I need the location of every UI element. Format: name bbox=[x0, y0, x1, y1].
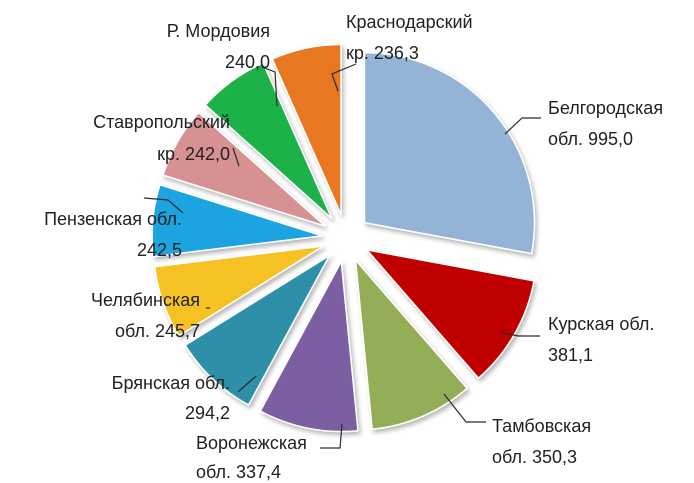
data-label-line-1: Брянская обл. bbox=[112, 373, 230, 393]
data-label-line-2: кр. 242,0 bbox=[157, 144, 230, 164]
pie-slice-челябинская-обл bbox=[153, 245, 324, 337]
data-label-line-1: Курская обл. bbox=[548, 314, 654, 334]
data-label-line-1: Тамбовская bbox=[492, 416, 591, 436]
leader-line-р-мордовия bbox=[261, 66, 278, 107]
data-label-line-2: кр. 236,3 bbox=[346, 43, 419, 63]
pie-slice-брянская-обл bbox=[184, 253, 332, 406]
pie-slice-краснодарский-кр bbox=[271, 43, 342, 215]
data-label-line-2: 242,5 bbox=[137, 240, 182, 260]
data-label-воронежская-обл: Воронежская обл. 337,4 bbox=[196, 433, 307, 482]
data-label-курская-обл: Курская обл. 381,1 bbox=[548, 314, 654, 365]
data-label-line-1: Воронежская bbox=[196, 433, 307, 453]
data-label-line-1: Ставропольский bbox=[93, 112, 230, 132]
data-label-line-1: Краснодарский bbox=[346, 12, 473, 32]
leader-line-курская-обл bbox=[500, 331, 540, 337]
slices-layer bbox=[151, 43, 536, 433]
data-label-line-2: обл. 350,3 bbox=[492, 447, 577, 467]
data-label-ставропольский-кр: Ставропольский кр. 242,0 bbox=[93, 112, 230, 164]
data-label-краснодарский-кр: Краснодарский кр. 236,3 bbox=[346, 12, 473, 63]
data-label-line-1: Челябинская bbox=[91, 290, 200, 310]
leader-line-брянская-обл bbox=[237, 375, 257, 393]
data-label-line-1: Р. Мордовия bbox=[167, 21, 270, 41]
pie-slice-ставропольский-кр bbox=[162, 111, 326, 227]
data-label-тамбовская-обл: Тамбовская обл. 350,3 bbox=[492, 416, 591, 467]
leader-line-пензенская-обл bbox=[143, 197, 184, 214]
leader-lines-layer bbox=[143, 63, 541, 449]
pie-slice-курская-обл bbox=[364, 248, 535, 380]
leader-line-тамбовская-обл bbox=[443, 393, 486, 423]
data-label-пензенская-обл: Пензенская обл. 242,5 bbox=[44, 209, 182, 260]
data-label-line-2: 240,0 bbox=[225, 52, 270, 72]
leader-line-белгородская-обл bbox=[504, 117, 541, 135]
labels-layer: Белгородская обл. 995,0 Курская обл. 381,1 Т… bbox=[44, 12, 663, 482]
pie-slice-воронежская-обл bbox=[259, 259, 359, 433]
data-label-челябинская-обл: Челябинская обл. 245,7 bbox=[91, 290, 200, 341]
data-label-line-2: 381,1 bbox=[548, 345, 593, 365]
pie-slice-тамбовская-обл bbox=[354, 257, 469, 431]
data-label-line-2: обл. 337,4 bbox=[196, 462, 281, 482]
data-label-line-2: обл. 995,0 bbox=[548, 129, 633, 149]
leader-line-воронежская-обл bbox=[320, 423, 343, 449]
data-label-белгородская-обл: Белгородская обл. 995,0 bbox=[548, 98, 663, 149]
data-label-line-1: Пензенская обл. bbox=[44, 209, 182, 229]
data-label-брянская-обл: Брянская обл. 294,2 bbox=[112, 373, 230, 423]
pie-slice-пензенская-обл bbox=[151, 183, 323, 258]
data-label-line-2: обл. 245,7 bbox=[115, 321, 200, 341]
pie-slice-белгородская-обл bbox=[363, 51, 536, 255]
data-label-line-2: 294,2 bbox=[185, 403, 230, 423]
leader-line-ставропольский-кр bbox=[232, 147, 240, 167]
data-label-р-мордовия: Р. Мордовия 240,0 bbox=[167, 21, 270, 72]
data-label-line-1: Белгородская bbox=[548, 98, 663, 118]
pie-slice-р-мордовия bbox=[204, 62, 333, 220]
leader-line-краснодарский-кр bbox=[331, 63, 357, 92]
